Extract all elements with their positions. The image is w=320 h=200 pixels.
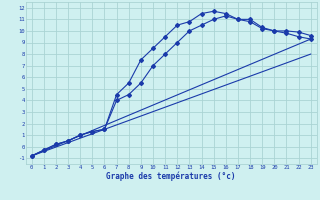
X-axis label: Graphe des températures (°c): Graphe des températures (°c) <box>107 172 236 181</box>
